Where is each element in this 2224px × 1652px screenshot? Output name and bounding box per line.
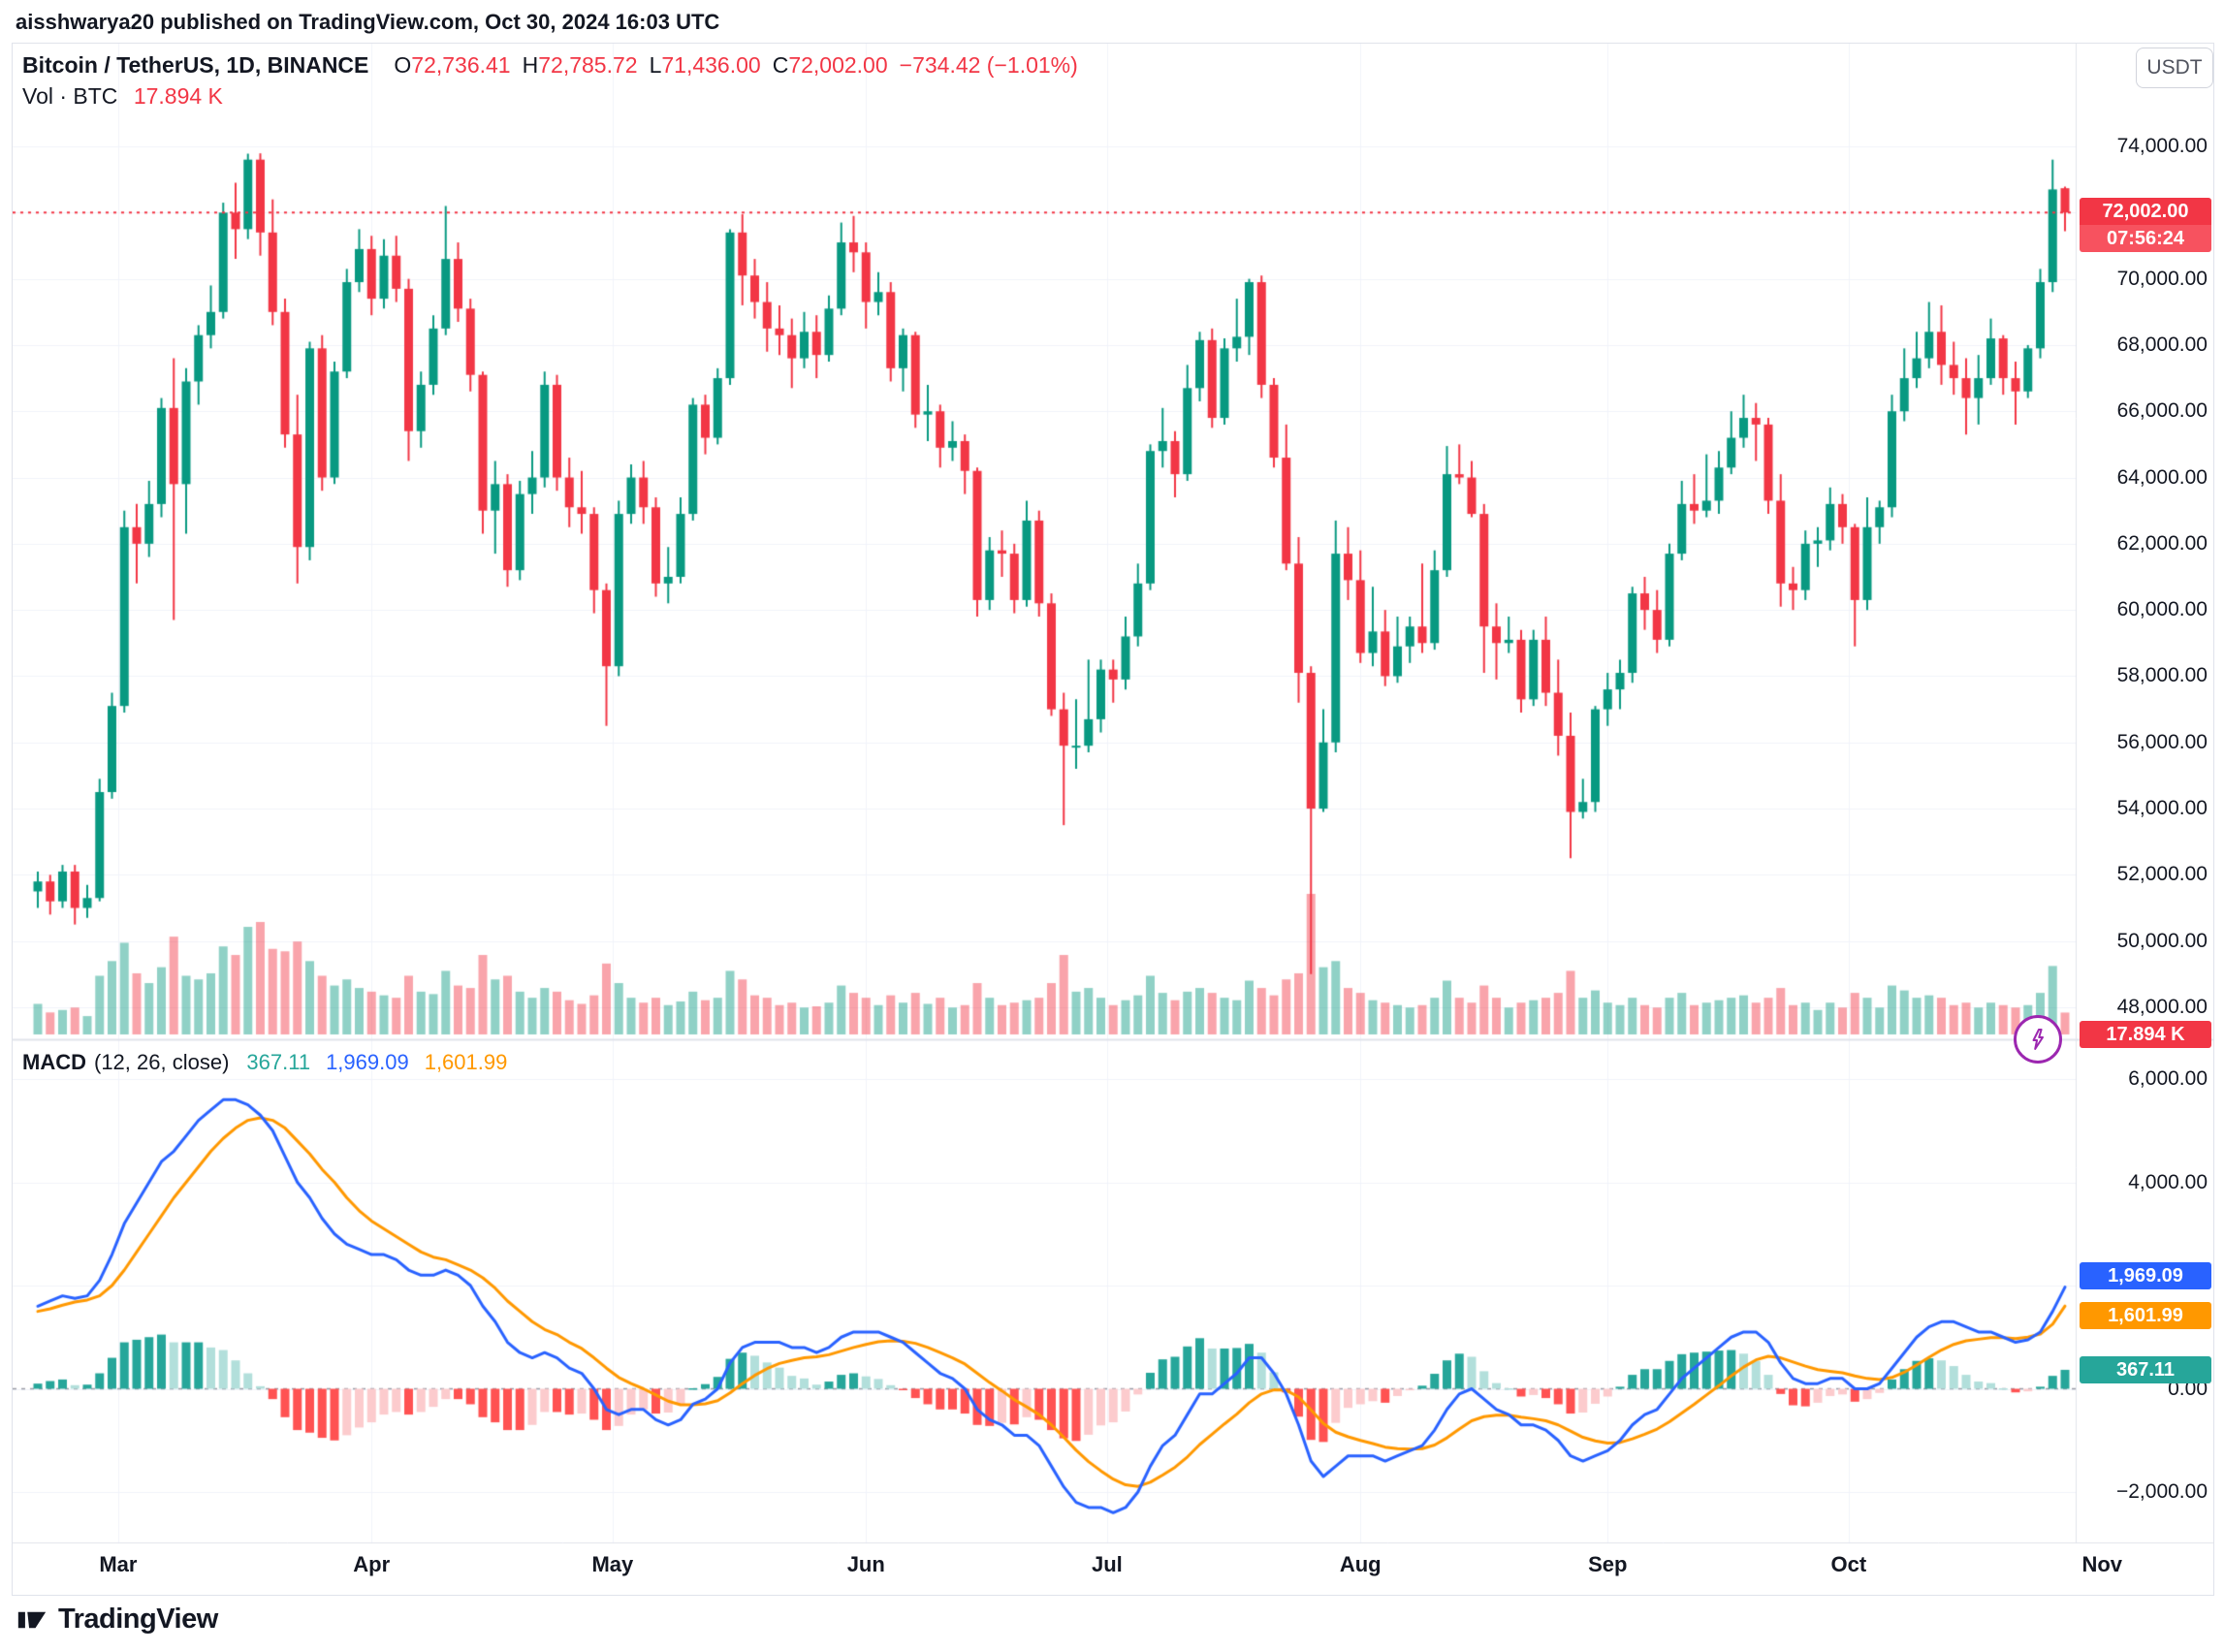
open-label: O [394, 52, 412, 78]
close-label: C [772, 52, 789, 78]
month-label: Jul [1091, 1552, 1123, 1576]
volume-legend-value: 17.894 K [133, 83, 223, 109]
low-label: L [649, 52, 662, 78]
macd-legend: MACD (12, 26, close) 367.11 1,969.09 1,601.9… [22, 1050, 507, 1075]
publish-line: aisshwarya20 published on TradingView.co… [16, 10, 720, 34]
currency-toggle-button[interactable]: USDT [2136, 48, 2213, 88]
month-label: May [591, 1552, 634, 1576]
tradingview-branding[interactable]: TradingView [16, 1604, 218, 1636]
month-label: Sep [1588, 1552, 1628, 1576]
symbol-legend: Bitcoin / TetherUS, 1D, BINANCE O72,736.4… [22, 49, 1078, 111]
chart-canvas[interactable] [13, 44, 2213, 1595]
change-value: −734.42 (−1.01%) [899, 52, 1078, 78]
macd-signal-value: 1,601.99 [424, 1050, 508, 1074]
flash-icon[interactable] [2014, 1015, 2062, 1064]
symbol-title: Bitcoin / TetherUS, 1D, BINANCE [22, 52, 369, 78]
macd-badge-signal: 1,601.99 [2080, 1302, 2211, 1330]
volume-badge: 17.894 K [2080, 1021, 2211, 1048]
month-label: Nov [2081, 1552, 2123, 1576]
month-label: Jun [846, 1552, 885, 1576]
macd-params: (12, 26, close) [94, 1050, 230, 1074]
tradingview-wordmark: TradingView [58, 1604, 218, 1635]
current-price-value: 72,002.00 [2080, 198, 2211, 226]
chart-frame: Bitcoin / TetherUS, 1D, BINANCE O72,736.4… [12, 43, 2214, 1596]
countdown-timer: 07:56:24 [2080, 225, 2211, 253]
macd-badge-macd-value: 1,969.09 [2080, 1261, 2211, 1289]
close-value: 72,002.00 [788, 52, 888, 78]
macd-badge-hist: 367.11 [2080, 1355, 2211, 1383]
low-value: 71,436.00 [661, 52, 761, 78]
volume-legend-label: Vol · BTC [22, 83, 118, 109]
macd-badge-signal-value: 1,601.99 [2080, 1302, 2211, 1330]
month-label: Mar [99, 1552, 138, 1576]
open-value: 72,736.41 [411, 52, 511, 78]
macd-badge-hist-value: 367.11 [2080, 1355, 2211, 1383]
macd-line-value: 1,969.09 [326, 1050, 409, 1074]
lightning-bolt-icon [2032, 1029, 2044, 1050]
month-label: Aug [1339, 1552, 1382, 1576]
macd-hist-value: 367.11 [246, 1050, 311, 1074]
current-price-badge: 72,002.00 07:56:24 [2080, 198, 2211, 253]
month-label: Apr [353, 1552, 391, 1576]
volume-badge-value: 17.894 K [2080, 1021, 2211, 1048]
month-label: Oct [1830, 1552, 1867, 1576]
macd-badge-macd: 1,969.09 [2080, 1261, 2211, 1289]
high-label: H [522, 52, 539, 78]
tradingview-logo [17, 1611, 47, 1628]
high-value: 72,785.72 [538, 52, 638, 78]
macd-title: MACD [22, 1050, 86, 1074]
